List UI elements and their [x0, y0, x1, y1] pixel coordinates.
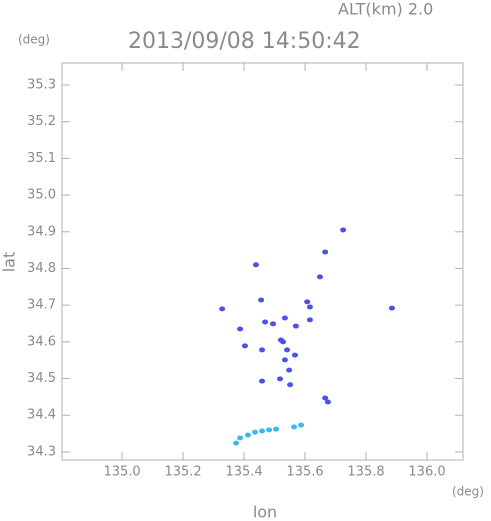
echo-cell [258, 297, 265, 303]
echo-cell [266, 427, 273, 433]
echo-cell [233, 440, 240, 446]
plot-frame [61, 62, 464, 461]
echo-cell [281, 357, 288, 363]
x-unit: (deg) [452, 485, 484, 499]
y-tick-label: 35.2 [27, 114, 56, 129]
y-tick-label: 34.9 [27, 224, 56, 239]
echo-cell [237, 326, 244, 332]
echo-cell [277, 376, 284, 382]
y-tick-label: 34.4 [27, 408, 56, 423]
chart-title: 2013/09/08 14:50:42 [128, 29, 361, 54]
x-axis-label: lon [253, 503, 277, 521]
y-axis-label: lat [0, 252, 19, 273]
echo-cell [219, 306, 226, 312]
echo-cell [322, 249, 329, 255]
echo-cell [291, 424, 298, 430]
y-tick-label: 35.1 [27, 151, 56, 166]
echo-cell [304, 299, 311, 305]
x-tick-label: 135.0 [103, 465, 140, 480]
echo-cell [291, 352, 298, 358]
y-tick-label: 34.8 [27, 261, 56, 276]
echo-cell [322, 395, 329, 401]
echo-cell [259, 428, 266, 434]
echo-cell [270, 321, 277, 327]
x-tick-label: 135.8 [347, 465, 384, 480]
echo-cell [388, 305, 395, 311]
y-tick-label: 34.6 [27, 334, 56, 349]
echo-cell [306, 317, 313, 323]
y-tick-label: 35.3 [27, 78, 56, 93]
echo-cell [287, 382, 294, 388]
echo-cell [340, 227, 347, 233]
echo-cell [259, 347, 266, 353]
echo-cell [241, 343, 248, 349]
echo-cell [316, 274, 323, 280]
y-tick-label: 34.7 [27, 298, 56, 313]
subtitle: ALT(km) 2.0 [338, 0, 433, 19]
x-tick-label: 135.4 [225, 465, 262, 480]
echo-cell [259, 378, 266, 384]
x-tick-label: 136.0 [408, 465, 445, 480]
y-unit: (deg) [18, 33, 50, 47]
echo-cell [284, 347, 291, 353]
y-tick-label: 34.3 [27, 444, 56, 459]
y-tick-label: 35.0 [27, 188, 56, 203]
x-tick-label: 135.6 [286, 465, 323, 480]
echo-cell [298, 422, 305, 428]
echo-cell [306, 304, 313, 310]
echo-cell [252, 262, 259, 268]
echo-cell [252, 429, 259, 435]
echo-cell [281, 315, 288, 321]
echo-cell [237, 435, 244, 441]
echo-cell [273, 426, 280, 432]
echo-cell [262, 319, 269, 325]
echo-cell [245, 432, 252, 438]
echo-cell [286, 367, 293, 373]
x-tick-label: 135.2 [164, 465, 201, 480]
echo-cell [292, 323, 299, 329]
echo-cell [324, 399, 331, 405]
y-tick-label: 34.5 [27, 371, 56, 386]
echo-cell [280, 339, 287, 345]
